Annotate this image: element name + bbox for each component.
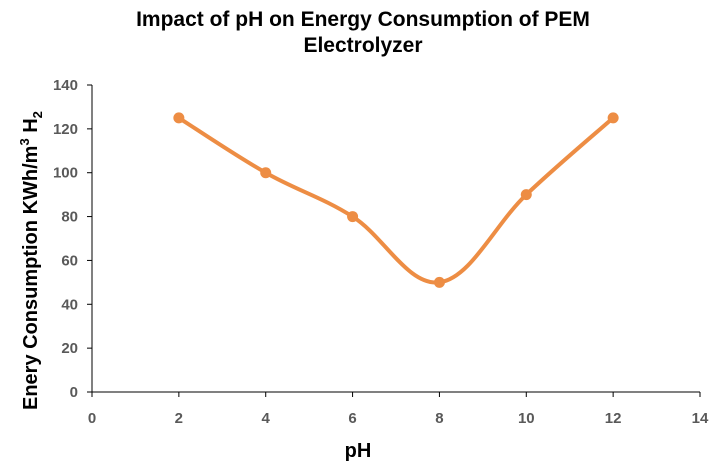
chart-title-line-1: Impact of pH on Energy Consumption of PE… bbox=[136, 8, 590, 31]
y-tick-label: 0 bbox=[70, 384, 78, 401]
y-axis-title-mid: H bbox=[20, 118, 42, 138]
x-tick-label: 14 bbox=[692, 410, 709, 427]
y-tick-label: 140 bbox=[53, 77, 78, 94]
y-tick-label: 120 bbox=[53, 121, 78, 138]
x-tick-label: 0 bbox=[88, 410, 96, 427]
data-points bbox=[173, 112, 619, 288]
x-tick-label: 4 bbox=[262, 410, 271, 427]
y-axis-title-sub: 2 bbox=[30, 111, 45, 118]
x-tick-label: 6 bbox=[348, 410, 356, 427]
y-tick-label: 80 bbox=[61, 209, 78, 226]
y-axis-ticks: 0 20 40 60 80 100 120 140 bbox=[53, 77, 92, 401]
x-axis-ticks: 0 2 4 6 8 10 12 14 bbox=[88, 392, 709, 427]
y-tick-label: 100 bbox=[53, 165, 78, 182]
x-tick-label: 10 bbox=[518, 410, 535, 427]
x-tick-label: 12 bbox=[605, 410, 622, 427]
data-point bbox=[173, 112, 185, 124]
data-point bbox=[347, 211, 359, 223]
y-tick-label: 40 bbox=[61, 296, 78, 313]
y-tick-label: 60 bbox=[61, 252, 78, 269]
data-point bbox=[260, 167, 272, 179]
y-axis-title-sup: 3 bbox=[17, 138, 32, 145]
data-point bbox=[607, 112, 619, 124]
data-point bbox=[433, 276, 445, 288]
y-axis-title-main: Enery Consumption KWh/m bbox=[20, 146, 42, 410]
chart-title-line-2: Electrolyzer bbox=[303, 34, 422, 57]
series-line bbox=[176, 115, 616, 285]
x-tick-label: 2 bbox=[175, 410, 183, 427]
x-axis-title: pH bbox=[345, 440, 372, 462]
x-tick-label: 8 bbox=[435, 410, 443, 427]
data-point bbox=[520, 189, 532, 201]
y-tick-label: 20 bbox=[61, 340, 78, 357]
y-axis-title: Enery Consumption KWh/m3 H2 bbox=[17, 111, 45, 410]
